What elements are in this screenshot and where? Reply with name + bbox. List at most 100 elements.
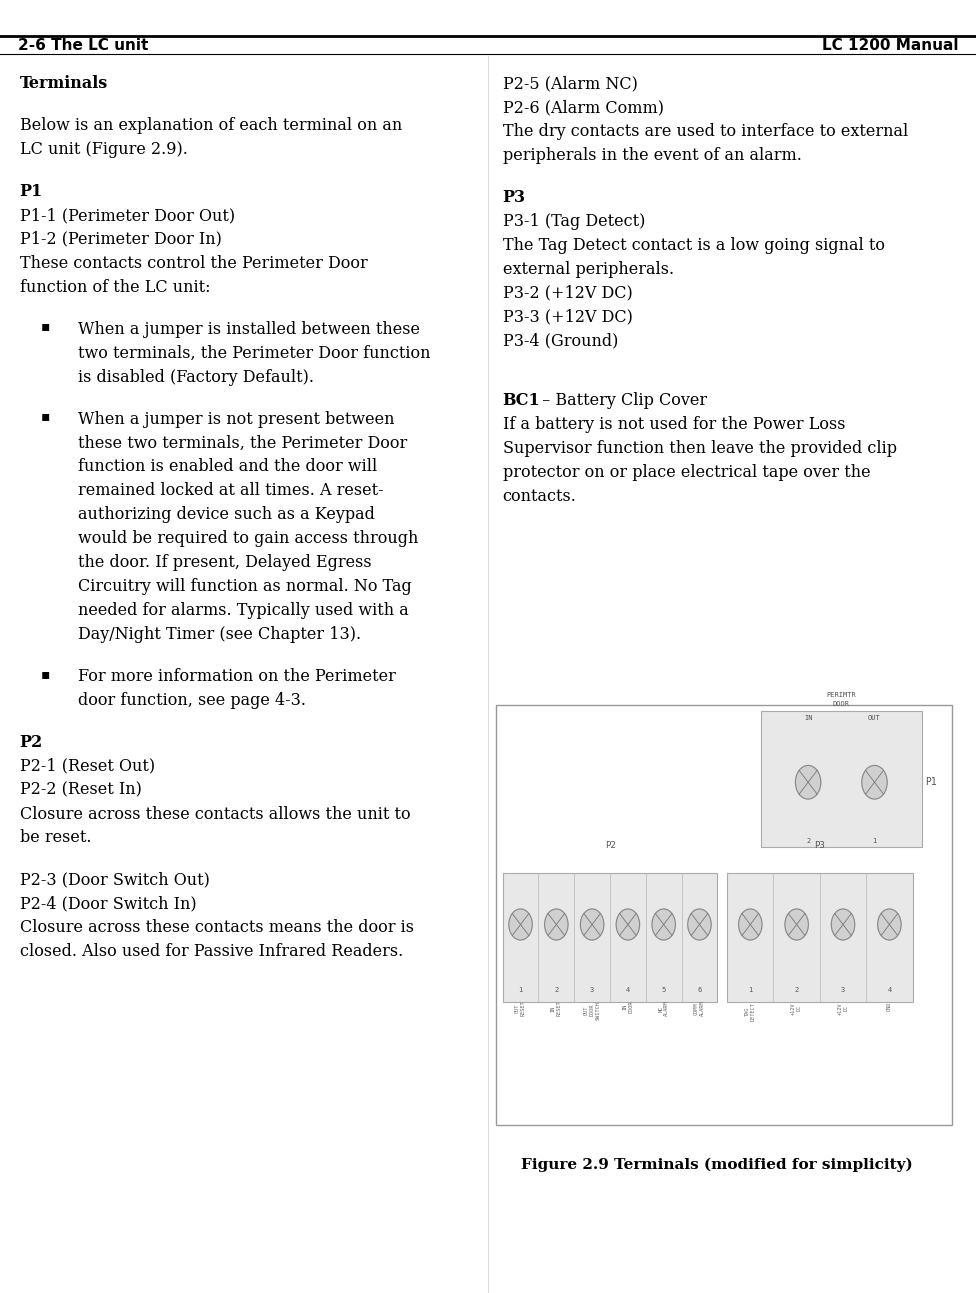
Text: P2-2 (Reset In): P2-2 (Reset In) <box>20 781 142 799</box>
Text: the door. If present, Delayed Egress: the door. If present, Delayed Egress <box>78 553 372 572</box>
Text: Closure across these contacts allows the unit to: Closure across these contacts allows the… <box>20 806 410 822</box>
Text: 2: 2 <box>806 838 810 844</box>
Circle shape <box>581 909 604 940</box>
Text: 4: 4 <box>887 987 891 993</box>
Text: Below is an explanation of each terminal on an: Below is an explanation of each terminal… <box>20 116 402 134</box>
Text: P2-1 (Reset Out): P2-1 (Reset Out) <box>20 758 154 775</box>
Text: For more information on the Perimeter: For more information on the Perimeter <box>78 667 396 685</box>
Bar <box>503 873 717 1002</box>
Text: P3-1 (Tag Detect): P3-1 (Tag Detect) <box>503 212 645 230</box>
Text: external peripherals.: external peripherals. <box>503 260 673 278</box>
Text: two terminals, the Perimeter Door function: two terminals, the Perimeter Door functi… <box>78 344 430 362</box>
Text: 2-6 The LC unit: 2-6 The LC unit <box>18 37 148 53</box>
Text: When a jumper is installed between these: When a jumper is installed between these <box>78 321 420 337</box>
Text: 4: 4 <box>626 987 630 993</box>
Bar <box>727 873 913 1002</box>
Text: contacts.: contacts. <box>503 487 577 506</box>
Text: P2-6 (Alarm Comm): P2-6 (Alarm Comm) <box>503 100 664 116</box>
Text: 1: 1 <box>749 987 752 993</box>
Text: TAG
DETECT: TAG DETECT <box>745 1002 755 1021</box>
Text: 2: 2 <box>794 987 798 993</box>
Text: IN
RESET: IN RESET <box>550 1001 562 1016</box>
Circle shape <box>739 909 762 940</box>
Text: would be required to gain access through: would be required to gain access through <box>78 530 419 547</box>
Text: Closure across these contacts means the door is: Closure across these contacts means the … <box>20 919 414 936</box>
Text: ▪: ▪ <box>41 666 51 680</box>
Text: door function, see page 4-3.: door function, see page 4-3. <box>78 692 306 709</box>
Text: authorizing device such as a Keypad: authorizing device such as a Keypad <box>78 506 375 524</box>
Text: 1: 1 <box>518 987 523 993</box>
Text: Supervisor function then leave the provided clip: Supervisor function then leave the provi… <box>503 440 897 458</box>
Circle shape <box>652 909 675 940</box>
Text: Terminals: Terminals <box>20 75 107 92</box>
Text: +12V
DC: +12V DC <box>837 1002 848 1015</box>
Text: P3: P3 <box>503 189 526 206</box>
Text: needed for alarms. Typically used with a: needed for alarms. Typically used with a <box>78 601 409 619</box>
Circle shape <box>688 909 712 940</box>
Text: P2-4 (Door Switch In): P2-4 (Door Switch In) <box>20 895 196 913</box>
Text: GND: GND <box>887 1002 892 1011</box>
Text: 3: 3 <box>841 987 845 993</box>
Circle shape <box>862 765 887 799</box>
Text: NC
ALARM: NC ALARM <box>658 1001 670 1016</box>
Text: closed. Also used for Passive Infrared Readers.: closed. Also used for Passive Infrared R… <box>20 943 403 961</box>
Text: BC1: BC1 <box>503 392 541 410</box>
Text: P2-3 (Door Switch Out): P2-3 (Door Switch Out) <box>20 871 210 888</box>
Text: protector on or place electrical tape over the: protector on or place electrical tape ov… <box>503 464 871 481</box>
Text: 5: 5 <box>662 987 666 993</box>
Text: +12V
DC: +12V DC <box>792 1002 802 1015</box>
Text: P3-3 (+12V DC): P3-3 (+12V DC) <box>503 308 632 326</box>
Text: Day/Night Timer (see Chapter 13).: Day/Night Timer (see Chapter 13). <box>78 626 361 643</box>
Text: P1-1 (Perimeter Door Out): P1-1 (Perimeter Door Out) <box>20 207 234 224</box>
Text: P1-2 (Perimeter Door In): P1-2 (Perimeter Door In) <box>20 230 222 248</box>
Circle shape <box>545 909 568 940</box>
Text: remained locked at all times. A reset-: remained locked at all times. A reset- <box>78 482 384 499</box>
Text: IN: IN <box>804 715 812 721</box>
Text: These contacts control the Perimeter Door: These contacts control the Perimeter Doo… <box>20 255 367 272</box>
Text: OUT
RESET: OUT RESET <box>515 1001 526 1016</box>
Text: function is enabled and the door will: function is enabled and the door will <box>78 458 378 476</box>
Circle shape <box>785 909 808 940</box>
Text: P1: P1 <box>20 182 43 200</box>
Text: The dry contacts are used to interface to external: The dry contacts are used to interface t… <box>503 123 908 140</box>
Text: is disabled (Factory Default).: is disabled (Factory Default). <box>78 369 314 385</box>
Bar <box>496 705 952 1125</box>
Text: P3: P3 <box>814 840 826 850</box>
Text: P3-4 (Ground): P3-4 (Ground) <box>503 332 618 349</box>
Circle shape <box>877 909 901 940</box>
Circle shape <box>508 909 532 940</box>
Text: function of the LC unit:: function of the LC unit: <box>20 278 210 296</box>
Text: IN
DOOR: IN DOOR <box>623 1001 633 1014</box>
Text: P1: P1 <box>925 777 937 787</box>
Text: When a jumper is not present between: When a jumper is not present between <box>78 410 394 428</box>
Text: LC 1200 Manual: LC 1200 Manual <box>822 37 958 53</box>
Text: 2: 2 <box>554 987 558 993</box>
Text: P2: P2 <box>604 840 616 850</box>
Text: OUT
DOOR
SWITCH: OUT DOOR SWITCH <box>584 1001 600 1020</box>
Text: OUT: OUT <box>868 715 881 721</box>
Circle shape <box>795 765 821 799</box>
Text: 3: 3 <box>590 987 594 993</box>
Text: Figure 2.9 Terminals (modified for simplicity): Figure 2.9 Terminals (modified for simpl… <box>521 1157 914 1171</box>
Bar <box>761 711 922 847</box>
Text: these two terminals, the Perimeter Door: these two terminals, the Perimeter Door <box>78 434 407 451</box>
Text: 6: 6 <box>697 987 702 993</box>
Text: be reset.: be reset. <box>20 829 91 847</box>
Text: The Tag Detect contact is a low going signal to: The Tag Detect contact is a low going si… <box>503 237 884 253</box>
Circle shape <box>616 909 639 940</box>
Text: ▪: ▪ <box>41 319 51 334</box>
Text: – Battery Clip Cover: – Battery Clip Cover <box>537 392 708 410</box>
Text: Circuitry will function as normal. No Tag: Circuitry will function as normal. No Ta… <box>78 578 412 595</box>
Circle shape <box>832 909 855 940</box>
Text: COMM
ALARM: COMM ALARM <box>694 1001 705 1016</box>
Text: 1: 1 <box>873 838 876 844</box>
Text: P2-5 (Alarm NC): P2-5 (Alarm NC) <box>503 75 637 92</box>
Text: ▪: ▪ <box>41 409 51 423</box>
Text: P2: P2 <box>20 733 43 751</box>
Text: peripherals in the event of an alarm.: peripherals in the event of an alarm. <box>503 146 801 164</box>
Text: LC unit (Figure 2.9).: LC unit (Figure 2.9). <box>20 141 187 158</box>
Text: If a battery is not used for the Power Loss: If a battery is not used for the Power L… <box>503 416 845 433</box>
Text: DOOR: DOOR <box>833 701 850 707</box>
Text: PERIMTR: PERIMTR <box>827 692 856 698</box>
Text: P3-2 (+12V DC): P3-2 (+12V DC) <box>503 284 632 301</box>
